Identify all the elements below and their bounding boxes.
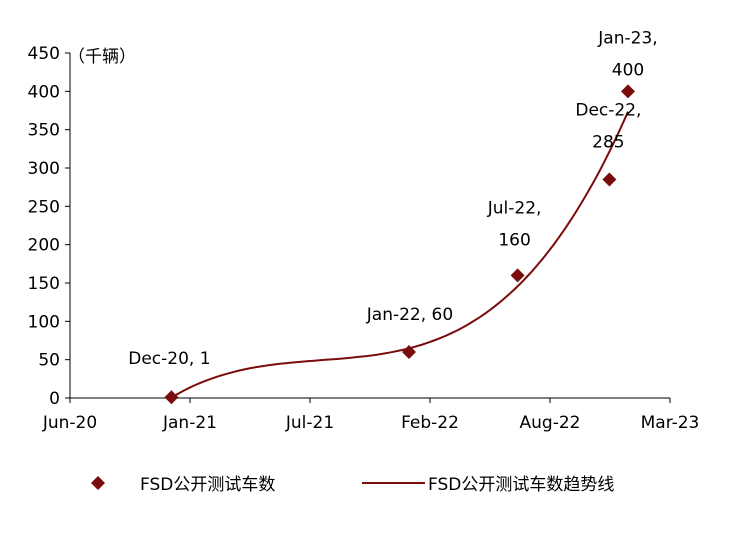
data-label: 160 <box>498 230 530 250</box>
data-label: Jul-22, <box>487 198 542 218</box>
trendline <box>170 111 629 399</box>
data-label: 400 <box>612 60 644 80</box>
legend-label-points: FSD公开测试车数 <box>140 475 275 495</box>
legend-label-trendline: FSD公开测试车数趋势线 <box>428 475 614 495</box>
data-point <box>621 84 635 99</box>
y-tick-label: 350 <box>28 121 60 141</box>
data-point <box>164 390 179 405</box>
x-tick-label: Feb-22 <box>401 413 459 433</box>
y-tick-label: 250 <box>28 197 60 217</box>
y-tick-label: 50 <box>38 351 60 371</box>
y-tick-label: 300 <box>28 159 60 179</box>
x-tick-label: Jan-21 <box>162 413 217 433</box>
x-tick-label: Aug-22 <box>520 413 581 433</box>
data-label: Dec-20, 1 <box>128 349 210 369</box>
data-points <box>164 84 635 405</box>
y-tick-label: 400 <box>28 82 60 102</box>
legend-marker-diamond <box>91 476 105 490</box>
data-label: Jan-22, 60 <box>366 305 453 325</box>
data-point <box>402 345 416 359</box>
axes: 0 50 100 150 200 250 300 350 400 450 Jun-20 Jan-21 J… <box>28 44 700 433</box>
legend: FSD公开测试车数 FSD公开测试车数趋势线 <box>91 475 614 495</box>
y-tick-label: 100 <box>28 312 60 332</box>
x-tick-label: Mar-23 <box>641 413 700 433</box>
data-labels: Dec-20, 1 Jan-22, 60 Jul-22, 160 Dec-22, 285 J… <box>128 28 657 369</box>
y-tick-label: 0 <box>49 389 60 409</box>
x-tick-label: Jul-21 <box>285 413 334 433</box>
data-label: 285 <box>592 133 624 153</box>
data-label: Jan-23, <box>597 28 657 48</box>
y-tick-label: 150 <box>28 274 60 294</box>
x-tick-label: Jun-20 <box>42 413 97 433</box>
data-point <box>510 268 525 283</box>
unit-label: （千辆） <box>68 47 136 67</box>
data-point <box>602 172 617 187</box>
y-tick-label: 450 <box>28 44 60 64</box>
y-tick-label: 200 <box>28 236 60 256</box>
data-label: Dec-22, <box>575 101 641 121</box>
